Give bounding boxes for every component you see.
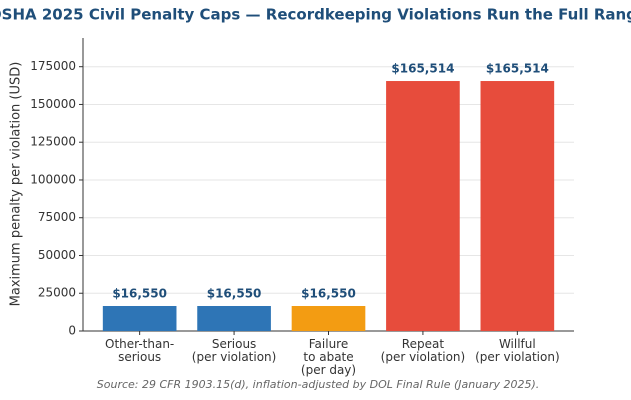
y-tick-label: 25000 [38, 286, 76, 300]
y-tick-label: 75000 [38, 210, 76, 224]
bar [480, 81, 555, 331]
bar [197, 306, 271, 331]
source-note: Source: 29 CFR 1903.15(d), inflation-adj… [97, 378, 539, 391]
value-label: $16,550 [112, 287, 167, 301]
bar [386, 81, 460, 331]
y-tick-label: 175000 [30, 59, 76, 73]
x-tick-label: Serious (per violation) [191, 337, 277, 364]
x-tick-label: Other-than- serious [105, 337, 175, 364]
bar [291, 306, 366, 331]
bar [102, 306, 177, 331]
value-label: $16,550 [301, 287, 356, 301]
y-tick-label: 0 [68, 324, 76, 338]
y-axis-label: Maximum penalty per violation (USD) [9, 62, 24, 307]
chart-title: OSHA 2025 Civil Penalty Caps — Recordkee… [0, 6, 631, 24]
value-label: $16,550 [207, 287, 262, 301]
y-tick-label: 50000 [38, 248, 76, 262]
x-tick-label: Willful (per violation) [475, 337, 560, 364]
x-tick-label: Failure to abate (per day) [300, 337, 357, 377]
x-tick-label: Repeat (per violation) [380, 337, 466, 364]
value-label: $165,514 [486, 62, 549, 76]
value-label: $165,514 [391, 62, 454, 76]
y-tick-label: 150000 [30, 97, 76, 111]
y-tick-label: 125000 [30, 135, 76, 149]
y-tick-label: 100000 [30, 172, 76, 186]
